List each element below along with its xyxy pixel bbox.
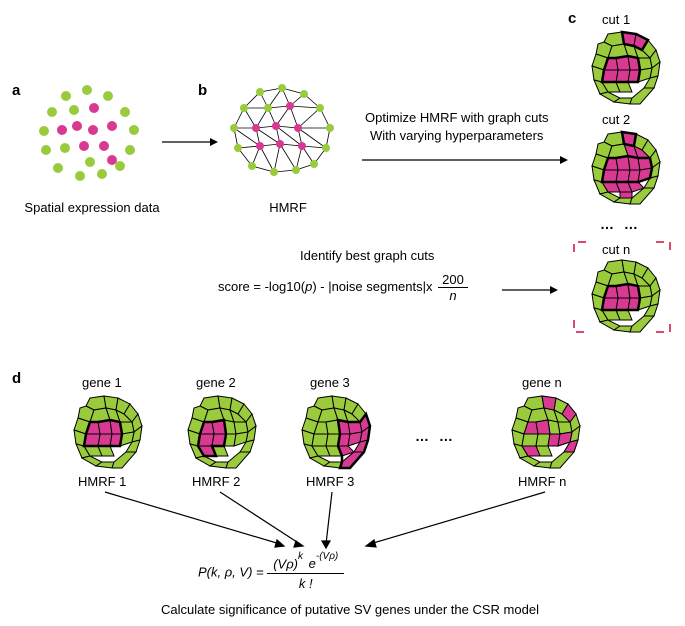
score-pre: score = -log10( xyxy=(218,279,305,294)
gene1-label: gene 1 xyxy=(82,375,122,390)
panel-b-caption: HMRF xyxy=(258,200,318,215)
arrow-a-to-b xyxy=(160,132,220,152)
cut1-label: cut 1 xyxy=(602,12,630,27)
csr-num1: (Vρ) xyxy=(273,556,298,571)
csr-args: (k, ρ, V) = xyxy=(207,565,268,580)
csr-sup-k: k xyxy=(298,551,303,562)
panel-a-caption: Spatial expression data xyxy=(22,200,162,215)
hmrf3-label: HMRF 3 xyxy=(306,474,354,489)
hmrfn-label: HMRF n xyxy=(518,474,566,489)
gene2-voronoi xyxy=(176,392,261,472)
cut2-voronoi xyxy=(580,128,665,208)
csr-exp: -(Vρ) xyxy=(316,551,338,562)
panel-c-label: c xyxy=(568,10,576,27)
csr-formula: P(k, ρ, V) = (Vρ)k e-(Vρ) k ! xyxy=(198,555,344,591)
genen-label: gene n xyxy=(522,375,562,390)
panel-b-graph xyxy=(220,78,350,193)
cutn-label: cut n xyxy=(602,242,630,257)
optimize-text-1: Optimize HMRF with graph cuts xyxy=(365,110,549,125)
gene1-voronoi xyxy=(62,392,147,472)
hmrf1-label: HMRF 1 xyxy=(78,474,126,489)
hmrf2-label: HMRF 2 xyxy=(192,474,240,489)
gene3-voronoi xyxy=(290,392,375,472)
csr-p: P xyxy=(198,565,207,580)
gene2-label: gene 2 xyxy=(196,375,236,390)
cutn-voronoi xyxy=(580,256,665,336)
gene3-label: gene 3 xyxy=(310,375,350,390)
optimize-text-2: With varying hyperparameters xyxy=(370,128,543,143)
csr-e: e xyxy=(309,556,316,571)
score-formula: score = -log10(p) - |noise segments|x 20… xyxy=(218,272,468,303)
panel-a-label: a xyxy=(12,82,20,99)
cut1-voronoi xyxy=(580,28,665,108)
arrows-to-csr xyxy=(70,488,610,558)
csr-den: k ! xyxy=(267,574,344,591)
panel-b-label: b xyxy=(198,82,207,99)
genen-voronoi xyxy=(500,392,585,472)
score-frac-bot: n xyxy=(438,288,468,303)
identify-text: Identify best graph cuts xyxy=(300,248,434,263)
dots-c: … … xyxy=(600,216,641,232)
arrow-b-to-c xyxy=(360,150,570,170)
arrow-to-cutn xyxy=(500,280,560,300)
score-frac-top: 200 xyxy=(438,272,468,288)
panel-a-scatter xyxy=(30,78,150,193)
bottom-caption: Calculate significance of putative SV ge… xyxy=(150,602,550,617)
dots-d: … … xyxy=(415,428,456,444)
score-mid: ) - |noise segments|x xyxy=(312,279,432,294)
cut2-label: cut 2 xyxy=(602,112,630,127)
panel-d-label: d xyxy=(12,370,21,387)
